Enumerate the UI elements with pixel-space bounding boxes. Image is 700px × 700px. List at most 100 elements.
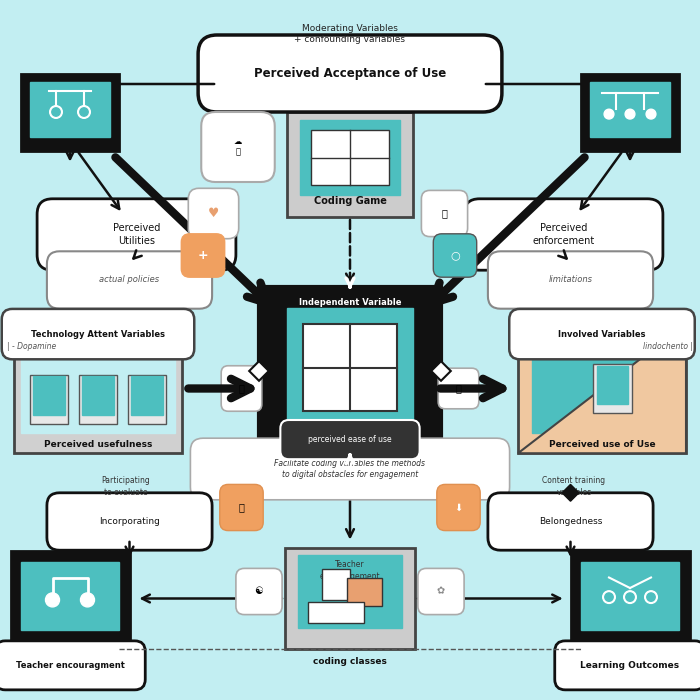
Text: 🎮: 🎮: [456, 384, 461, 393]
Circle shape: [647, 593, 655, 601]
FancyBboxPatch shape: [190, 438, 510, 500]
Bar: [21, 561, 119, 630]
Bar: [128, 374, 167, 423]
FancyBboxPatch shape: [488, 251, 653, 309]
Polygon shape: [518, 323, 686, 454]
Text: lindochento |: lindochento |: [643, 342, 693, 351]
FancyBboxPatch shape: [0, 641, 146, 690]
Bar: [311, 130, 389, 185]
Text: coding classes: coding classes: [313, 657, 387, 666]
Bar: [21, 358, 175, 433]
FancyBboxPatch shape: [488, 493, 653, 550]
Bar: [581, 561, 679, 630]
Bar: [596, 365, 629, 405]
Circle shape: [604, 109, 614, 119]
FancyBboxPatch shape: [47, 493, 212, 550]
Text: | - Dopamine: | - Dopamine: [7, 342, 56, 351]
FancyBboxPatch shape: [47, 251, 212, 309]
Bar: [132, 377, 163, 414]
Circle shape: [80, 593, 94, 607]
Text: Participating
to evaluate: Participating to evaluate: [102, 477, 150, 496]
FancyBboxPatch shape: [437, 484, 480, 531]
Bar: [590, 82, 670, 137]
Text: ☁
💻: ☁ 💻: [234, 137, 242, 157]
Circle shape: [646, 109, 656, 119]
Circle shape: [78, 106, 90, 118]
Bar: [287, 308, 413, 427]
Circle shape: [605, 593, 613, 601]
Bar: [10, 552, 130, 645]
Text: Perceived
enforcement: Perceived enforcement: [533, 223, 594, 246]
Bar: [30, 82, 110, 137]
Circle shape: [50, 106, 62, 118]
Text: Facilitate coding variables the methods
to digital obstacles for engagement: Facilitate coding variables the methods …: [274, 458, 426, 480]
Bar: [570, 552, 690, 645]
Circle shape: [52, 108, 60, 116]
Bar: [300, 120, 400, 195]
Text: Technology Attent Variables: Technology Attent Variables: [31, 330, 165, 339]
Bar: [581, 74, 679, 150]
Text: Perceived use of Use: Perceived use of Use: [549, 440, 655, 449]
Text: 🔖: 🔖: [239, 384, 244, 393]
Polygon shape: [431, 361, 451, 381]
FancyBboxPatch shape: [418, 568, 464, 615]
Circle shape: [625, 109, 635, 119]
Bar: [21, 74, 119, 150]
FancyBboxPatch shape: [421, 190, 468, 237]
Bar: [308, 602, 364, 623]
Text: Perceived usefulness: Perceived usefulness: [44, 440, 152, 449]
Bar: [346, 578, 382, 606]
Circle shape: [626, 593, 634, 601]
Bar: [287, 112, 413, 217]
FancyBboxPatch shape: [188, 188, 239, 239]
Text: 🔑: 🔑: [239, 503, 244, 512]
Text: Incorporating: Incorporating: [99, 517, 160, 526]
FancyBboxPatch shape: [554, 641, 700, 690]
Bar: [83, 377, 114, 414]
Circle shape: [46, 593, 60, 607]
Text: +: +: [197, 249, 209, 262]
FancyBboxPatch shape: [236, 568, 282, 615]
FancyBboxPatch shape: [37, 199, 236, 270]
Text: ☯: ☯: [255, 587, 263, 596]
FancyBboxPatch shape: [2, 309, 195, 359]
Circle shape: [645, 591, 657, 603]
Text: Content training
variables: Content training variables: [542, 477, 606, 496]
FancyBboxPatch shape: [202, 112, 274, 182]
Text: Learning Outcomes: Learning Outcomes: [580, 661, 680, 670]
FancyBboxPatch shape: [198, 35, 502, 112]
Bar: [531, 358, 680, 433]
Bar: [298, 555, 402, 628]
Text: ⬇: ⬇: [454, 503, 463, 512]
Text: Perceived
Utilities: Perceived Utilities: [113, 223, 160, 246]
Text: Moderating Variables
+ confounding variables: Moderating Variables + confounding varia…: [295, 24, 405, 43]
Bar: [322, 568, 350, 601]
FancyBboxPatch shape: [464, 199, 663, 270]
Text: ♥: ♥: [208, 207, 219, 220]
Text: actual policies: actual policies: [99, 276, 160, 284]
Bar: [302, 323, 398, 412]
Bar: [30, 374, 69, 423]
Polygon shape: [249, 361, 269, 381]
Text: Independent Variable: Independent Variable: [299, 298, 401, 307]
Bar: [518, 323, 686, 454]
Text: ✿: ✿: [437, 587, 445, 596]
Bar: [79, 374, 118, 423]
Text: Belongedness: Belongedness: [539, 517, 602, 526]
Text: ○: ○: [450, 251, 460, 260]
FancyBboxPatch shape: [221, 365, 262, 412]
Text: perceived ease of use: perceived ease of use: [308, 435, 392, 444]
FancyBboxPatch shape: [181, 234, 225, 277]
Text: Involved Variables: Involved Variables: [559, 330, 645, 339]
FancyBboxPatch shape: [280, 420, 419, 459]
Polygon shape: [562, 484, 579, 501]
Text: Teacher
encouragement: Teacher encouragement: [320, 561, 380, 580]
Bar: [14, 323, 182, 454]
FancyBboxPatch shape: [220, 484, 263, 531]
Bar: [259, 287, 441, 455]
Bar: [34, 377, 64, 414]
Text: Teacher encouragment: Teacher encouragment: [15, 661, 125, 670]
Circle shape: [624, 591, 636, 603]
FancyBboxPatch shape: [509, 309, 694, 359]
Bar: [594, 364, 631, 413]
